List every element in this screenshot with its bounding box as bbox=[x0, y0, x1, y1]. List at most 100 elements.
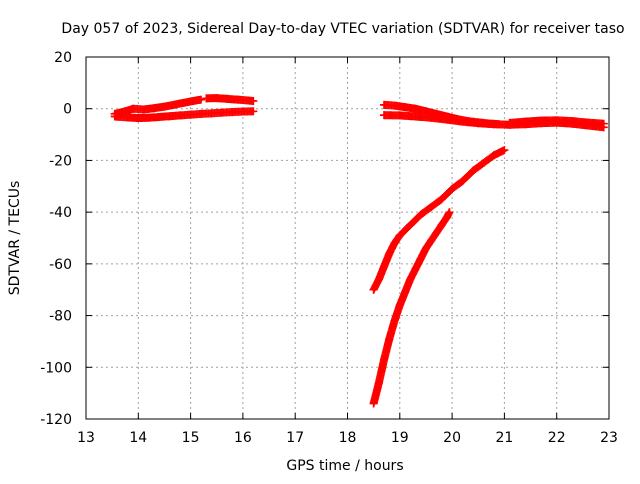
data-point bbox=[584, 118, 593, 127]
data-point bbox=[599, 119, 608, 128]
data-point bbox=[489, 120, 498, 129]
x-tick-label: 17 bbox=[286, 430, 304, 446]
data-point bbox=[448, 184, 457, 193]
data-point bbox=[249, 96, 258, 105]
y-axis-label: SDTVAR / TECUs bbox=[7, 181, 23, 296]
data-point bbox=[144, 113, 153, 122]
plot-border bbox=[85, 56, 610, 420]
data-point bbox=[186, 110, 195, 119]
y-tick-label: -80 bbox=[49, 309, 72, 325]
data-point bbox=[432, 228, 441, 237]
y-tick-label: 20 bbox=[54, 50, 72, 66]
data-point bbox=[411, 265, 420, 274]
data-point bbox=[123, 113, 132, 122]
data-point bbox=[170, 100, 179, 109]
y-tick-label: -20 bbox=[49, 153, 72, 169]
data-point bbox=[374, 275, 383, 284]
data-point bbox=[176, 111, 185, 120]
y-tick-label: 0 bbox=[63, 102, 72, 118]
series-arc-4 bbox=[369, 146, 509, 294]
data-point bbox=[437, 195, 446, 204]
data-point bbox=[401, 288, 410, 297]
x-tick-label: 14 bbox=[129, 430, 147, 446]
x-tick-label: 21 bbox=[495, 430, 513, 446]
series-arc-1-upper bbox=[110, 95, 206, 118]
data-point bbox=[197, 109, 206, 118]
axis-ticks: 13 14 15 16 17 18 19 20 21 22 23 20 0 -20 -40 -60 -80 -10… bbox=[40, 50, 618, 446]
data-point bbox=[165, 112, 174, 121]
data-point bbox=[181, 98, 190, 107]
series-arc-1-lower bbox=[110, 107, 258, 123]
data-point bbox=[568, 117, 577, 126]
data-point bbox=[110, 112, 119, 121]
data-point bbox=[442, 213, 451, 222]
data-point bbox=[369, 285, 378, 294]
data-point bbox=[134, 114, 143, 123]
data-point bbox=[390, 316, 399, 325]
data-point bbox=[505, 118, 514, 127]
series-arc-2 bbox=[202, 94, 258, 105]
data-point bbox=[427, 113, 436, 122]
data-point bbox=[395, 301, 404, 310]
data-point bbox=[552, 116, 561, 125]
chart-title: Day 057 of 2023, Sidereal Day-to-day VTE… bbox=[61, 21, 624, 37]
data-point bbox=[149, 104, 158, 113]
data-point bbox=[155, 112, 164, 121]
data-point bbox=[139, 105, 148, 114]
x-tick-label: 23 bbox=[600, 430, 618, 446]
data-point bbox=[458, 177, 467, 186]
data-point bbox=[212, 94, 221, 103]
grid bbox=[86, 57, 609, 419]
data-point bbox=[445, 208, 454, 217]
data-point bbox=[442, 115, 451, 124]
data-point bbox=[421, 244, 430, 253]
data-point bbox=[380, 100, 389, 109]
data-point bbox=[233, 95, 242, 104]
data-point bbox=[437, 221, 446, 230]
data-point bbox=[395, 111, 404, 120]
data-point bbox=[416, 210, 425, 219]
data-point bbox=[380, 355, 389, 364]
data-point bbox=[479, 159, 488, 168]
y-tick-label: -100 bbox=[40, 360, 72, 376]
x-tick-label: 16 bbox=[234, 430, 252, 446]
data-point bbox=[238, 107, 247, 116]
data-point bbox=[390, 101, 399, 110]
data-point bbox=[395, 231, 404, 240]
y-tick-label: -120 bbox=[40, 412, 72, 428]
data-point bbox=[469, 166, 478, 175]
x-tick-label: 15 bbox=[182, 430, 200, 446]
data-point bbox=[500, 146, 509, 155]
data-point bbox=[406, 275, 415, 284]
data-point bbox=[521, 117, 530, 126]
data-point bbox=[489, 151, 498, 160]
data-point bbox=[385, 334, 394, 343]
data-point bbox=[380, 111, 389, 120]
data-point bbox=[129, 104, 138, 113]
data-point bbox=[406, 221, 415, 230]
x-axis-label: GPS time / hours bbox=[286, 458, 403, 474]
data-point bbox=[411, 104, 420, 113]
data-point bbox=[427, 236, 436, 245]
x-tick-label: 19 bbox=[391, 430, 409, 446]
x-tick-label: 22 bbox=[548, 430, 566, 446]
data-point bbox=[202, 94, 211, 103]
data-point bbox=[401, 103, 410, 112]
x-tick-label: 18 bbox=[339, 430, 357, 446]
data-point bbox=[207, 109, 216, 118]
data-point bbox=[217, 108, 226, 117]
data-point bbox=[390, 239, 399, 248]
data-point bbox=[160, 102, 169, 111]
data-point bbox=[374, 378, 383, 387]
data-point bbox=[537, 116, 546, 125]
y-tick-label: -40 bbox=[49, 205, 72, 221]
data-point bbox=[380, 262, 389, 271]
data-point bbox=[416, 254, 425, 263]
series-arc-3-tail bbox=[505, 116, 608, 128]
x-tick-label: 20 bbox=[443, 430, 461, 446]
data-point bbox=[474, 119, 483, 128]
data-point bbox=[197, 95, 206, 104]
data-point bbox=[223, 94, 232, 103]
